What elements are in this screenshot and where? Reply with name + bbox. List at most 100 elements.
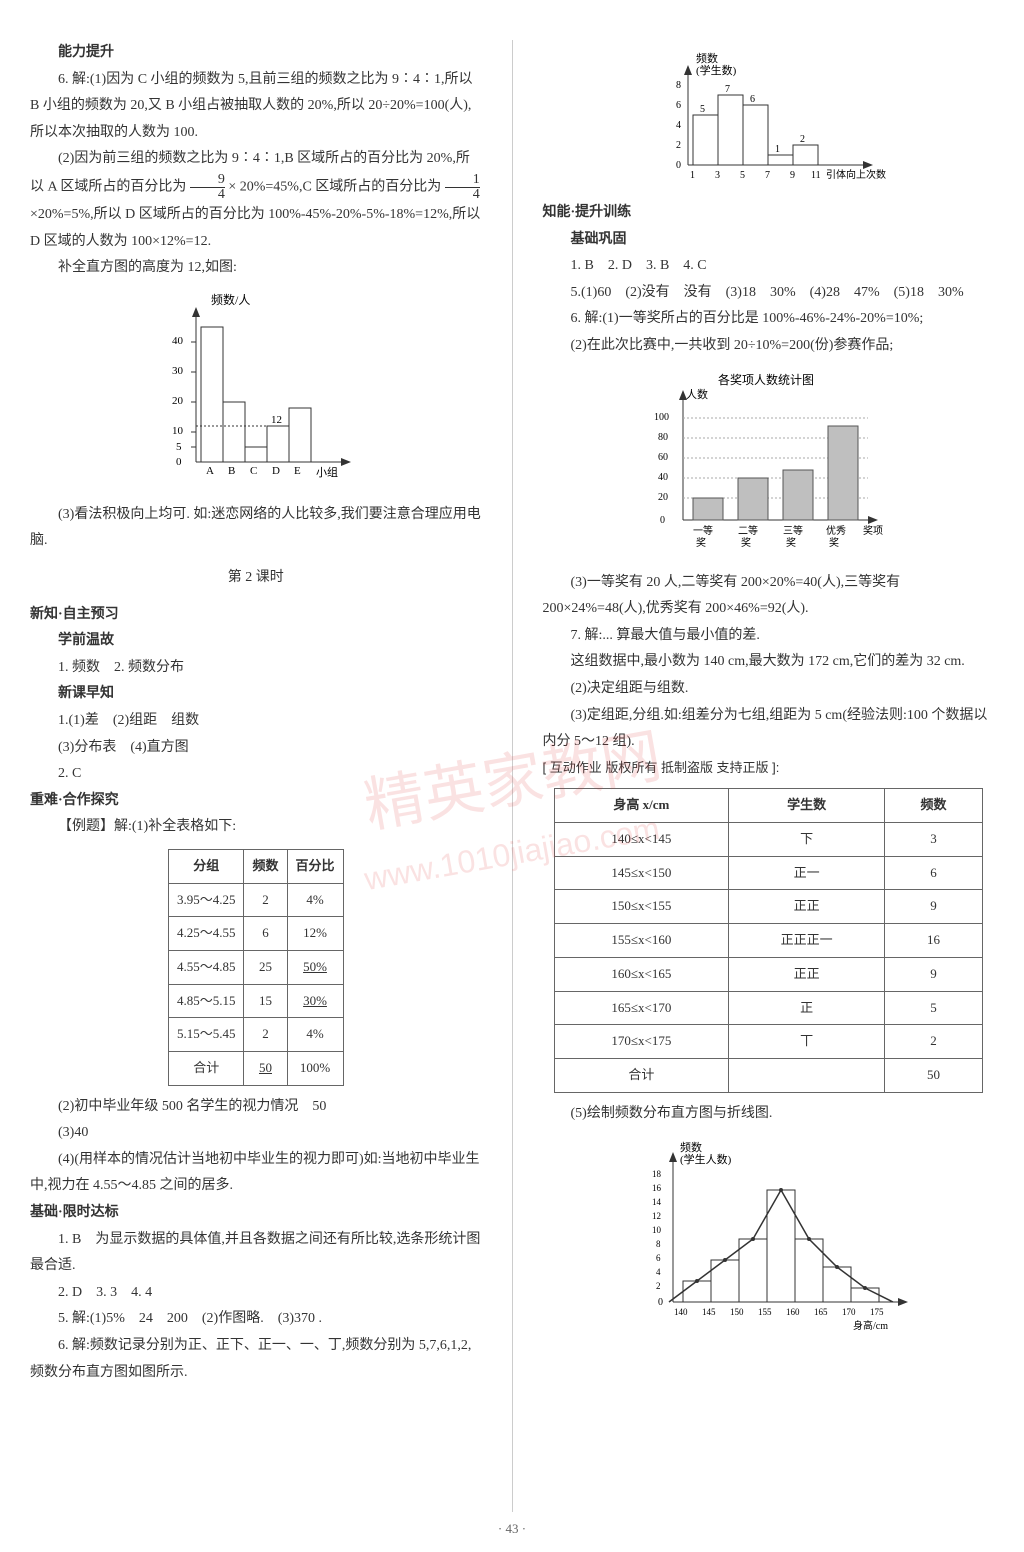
svg-text:170: 170 [842, 1307, 856, 1317]
svg-text:各奖项人数统计图: 各奖项人数统计图 [718, 372, 814, 387]
svg-text:5: 5 [700, 104, 705, 115]
xk1: 1.(1)差 (2)组距 组数 [30, 708, 482, 735]
svg-text:A: A [206, 465, 214, 477]
xk3: 2. C [30, 761, 482, 788]
svg-text:频数: 频数 [680, 1140, 702, 1154]
page-number: · 43 · [498, 1521, 526, 1537]
q6-part2: (2)因为前三组的频数之比为 9∶4∶1,B 区域所占的百分比为 20%,所以 … [30, 146, 482, 255]
jc6-3: (3)一等奖有 20 人,二等奖有 200×20%=40(人),三等奖有 200… [543, 570, 995, 623]
chart1-histogram: 频数/人 0 5 10 20 30 40 [30, 292, 482, 492]
jc2: 2. D 3. 3 4. 4 [30, 1280, 482, 1307]
fraction-1-4: 14 [445, 173, 480, 202]
svg-text:4: 4 [656, 1267, 661, 1277]
svg-text:40: 40 [658, 472, 668, 483]
svg-text:1: 1 [775, 144, 780, 155]
xinzhi-heading: 新知·自主预习 [30, 602, 482, 629]
svg-text:0: 0 [660, 515, 665, 526]
svg-text:1: 1 [690, 170, 695, 181]
svg-text:12: 12 [652, 1211, 661, 1221]
svg-text:0: 0 [176, 456, 182, 468]
svg-text:奖项: 奖项 [863, 524, 883, 537]
xq1: 1. 频数 2. 频数分布 [30, 655, 482, 682]
svg-text:6: 6 [656, 1253, 661, 1263]
svg-text:30: 30 [172, 365, 184, 377]
jc5: 5. 解:(1)5% 24 200 (2)作图略. (3)370 . [30, 1306, 482, 1333]
jc6-1: 6. 解:(1)一等奖所占的百分比是 100%-46%-24%-20%=10%; [543, 306, 995, 333]
xinke-heading: 新课早知 [30, 681, 482, 708]
svg-text:60: 60 [658, 452, 668, 463]
svg-text:三等: 三等 [783, 524, 803, 537]
svg-text:人数: 人数 [686, 388, 708, 401]
svg-text:175: 175 [870, 1307, 884, 1317]
q6-part3: (3)看法积极向上均可. 如:迷恋网络的人比较多,我们要注意合理应用电脑. [30, 502, 482, 555]
chart1-ylabel: 频数/人 [211, 292, 250, 307]
left-column: 能力提升 6. 解:(1)因为 C 小组的频数为 5,且前三组的频数之比为 9∶… [30, 40, 482, 1512]
xk2: (3)分布表 (4)直方图 [30, 735, 482, 762]
svg-text:奖: 奖 [696, 536, 706, 549]
svg-text:2: 2 [656, 1281, 661, 1291]
q7-1: 7. 解:... 算最大值与最小值的差. [543, 623, 995, 650]
svg-text:11: 11 [811, 170, 821, 181]
liti-4: (4)(用样本的情况估计当地初中毕业生的视力即可)如:当地初中毕业生中,视力在 … [30, 1147, 482, 1200]
svg-text:4: 4 [676, 120, 681, 131]
svg-text:6: 6 [676, 100, 681, 111]
fraction-9-4: 94 [190, 173, 225, 202]
svg-text:80: 80 [658, 432, 668, 443]
svg-text:12: 12 [271, 414, 282, 426]
jc6-2: (2)在此次比赛中,一共收到 20÷10%=200(份)参赛作品; [543, 333, 995, 360]
svg-text:奖: 奖 [829, 536, 839, 549]
svg-text:7: 7 [765, 170, 770, 181]
chart2-histogram: 频数 (学生数) 0 2 4 6 8 5 7 6 1 2 [543, 50, 995, 190]
xueqian-heading: 学前温故 [30, 628, 482, 655]
q6-part1: 6. 解:(1)因为 C 小组的频数为 5,且前三组的频数之比为 9∶4∶1,所… [30, 67, 482, 147]
svg-text:奖: 奖 [786, 536, 796, 549]
svg-text:一等: 一等 [693, 524, 713, 537]
svg-text:频数: 频数 [696, 51, 718, 65]
svg-text:20: 20 [658, 492, 668, 503]
svg-text:C: C [250, 465, 257, 477]
zhineng-heading: 知能·提升训练 [543, 200, 995, 227]
q6-2b: × 20%=45%,C 区域所占的百分比为 [228, 180, 444, 195]
svg-text:18: 18 [652, 1169, 662, 1179]
q7-4: (3)定组距,分组.如:组差分为七组,组距为 5 cm(经验法则:100 个数据… [543, 703, 995, 756]
chart4-histogram-line: 频数 (学生人数) 0 2 4 6 8 10 12 14 16 18 [543, 1137, 995, 1337]
ability-heading: 能力提升 [30, 40, 482, 67]
jc1: 1. B 为显示数据的具体值,并且各数据之间还有所比较,选条形统计图最合适. [30, 1227, 482, 1280]
svg-text:奖: 奖 [741, 536, 751, 549]
svg-text:20: 20 [172, 395, 184, 407]
table2: 身高 x/cm学生数频数 140≤x<145下3 145≤x<150正一6 15… [554, 788, 983, 1092]
q7-2: 这组数据中,最小数为 140 cm,最大数为 172 cm,它们的差为 32 c… [543, 649, 995, 676]
svg-text:100: 100 [654, 412, 669, 423]
svg-text:7: 7 [725, 84, 730, 95]
svg-text:(学生人数): (学生人数) [680, 1152, 732, 1166]
q6-fill: 补全直方图的高度为 12,如图: [30, 255, 482, 282]
svg-text:145: 145 [702, 1307, 716, 1317]
svg-text:10: 10 [172, 425, 184, 437]
jc5b: 5.(1)60 (2)没有 没有 (3)18 30% (4)28 47% (5)… [543, 280, 995, 307]
svg-text:引体向上次数: 引体向上次数 [826, 168, 886, 181]
copyright-line: [ 互动作业 版权所有 抵制盗版 支持正版 ]: [543, 756, 995, 781]
table1: 分组频数百分比 3.95～4.2524% 4.25～4.55612% 4.55～… [168, 849, 344, 1086]
q7-5: (5)绘制频数分布直方图与折线图. [543, 1101, 995, 1128]
svg-text:(学生数): (学生数) [696, 63, 737, 77]
svg-text:D: D [272, 465, 280, 477]
svg-text:2: 2 [800, 134, 805, 145]
t1-h3: 百分比 [287, 849, 343, 883]
lesson2-title: 第 2 课时 [30, 565, 482, 592]
chart1-svg: 频数/人 0 5 10 20 30 40 [146, 292, 366, 492]
chart4-svg: 频数 (学生人数) 0 2 4 6 8 10 12 14 16 18 [618, 1137, 918, 1337]
svg-text:150: 150 [730, 1307, 744, 1317]
svg-text:3: 3 [715, 170, 720, 181]
liti-2: (2)初中毕业年级 500 名学生的视力情况 50 [30, 1094, 482, 1121]
zhongnan-heading: 重难·合作探究 [30, 788, 482, 815]
svg-text:0: 0 [676, 160, 681, 171]
svg-text:165: 165 [814, 1307, 828, 1317]
svg-text:160: 160 [786, 1307, 800, 1317]
svg-text:5: 5 [176, 441, 182, 453]
svg-text:2: 2 [676, 140, 681, 151]
svg-text:155: 155 [758, 1307, 772, 1317]
q6-2c: ×20%=5%,所以 D 区域所占的百分比为 100%-45%-20%-5%-1… [30, 207, 480, 249]
jc-ans: 1. B 2. D 3. B 4. C [543, 253, 995, 280]
svg-text:E: E [294, 465, 301, 477]
svg-text:8: 8 [676, 80, 681, 91]
